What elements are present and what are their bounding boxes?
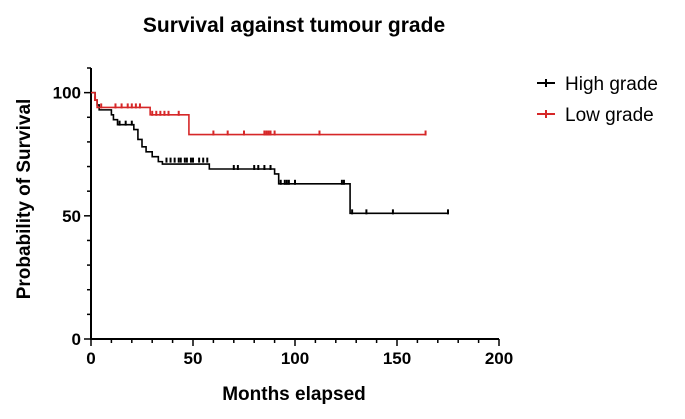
y-axis-label: Probability of Survival [14,99,35,300]
x-tick-label: 0 [86,349,95,368]
y-tick-label: 50 [62,207,81,226]
x-tick-label: 100 [281,349,309,368]
survival-curve-high-grade [91,91,448,215]
plot-area: 0 50 100 0 50 100 150 200 [53,67,513,368]
chart-title: Survival against tumour grade [143,14,445,37]
x-axis-label: Months elapsed [222,384,366,405]
survival-curve-low-grade [91,91,426,136]
x-tick-label: 150 [383,349,411,368]
legend-item-high-grade: High grade [537,74,658,95]
y-tick-label: 0 [72,330,81,349]
legend-label-low-grade: Low grade [565,105,654,126]
x-tick-label: 200 [485,349,513,368]
legend-item-low-grade: Low grade [537,105,654,126]
legend: High grade Low grade [537,74,658,126]
x-tick-label: 50 [184,349,203,368]
y-tick-label: 100 [53,84,81,103]
legend-label-high-grade: High grade [565,74,658,95]
